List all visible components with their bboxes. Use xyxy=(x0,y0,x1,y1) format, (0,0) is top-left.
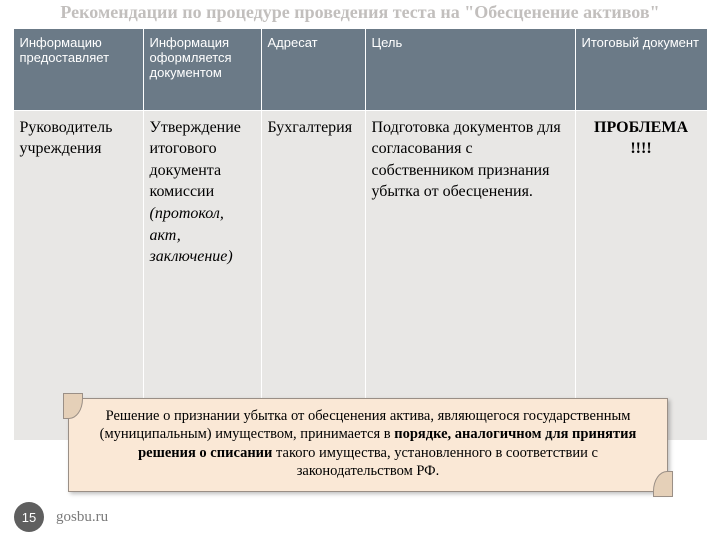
cell-provider: Руководитель учреждения xyxy=(13,110,143,440)
cell-purpose: Подготовка документов для согласования с… xyxy=(365,110,575,440)
problem-exclaim: !!!! xyxy=(582,138,701,160)
callout-text-post: такого имущества, установленного в соотв… xyxy=(272,445,598,480)
callout-scroll: Решение о признании убытка от обесценени… xyxy=(68,398,668,492)
cell-document-italic: (протокол, акт, заключение) xyxy=(150,205,233,265)
col-header-result: Итоговый документ xyxy=(575,28,707,110)
col-header-document: Информация оформляется документом xyxy=(143,28,261,110)
col-header-addressee: Адресат xyxy=(261,28,365,110)
table-header-row: Информацию предоставляет Информация офор… xyxy=(13,28,707,110)
site-label: gosbu.ru xyxy=(56,509,108,526)
col-header-provider: Информацию предоставляет xyxy=(13,28,143,110)
scroll-curl-icon xyxy=(653,471,673,497)
page-number-badge: 15 xyxy=(14,502,44,532)
cell-addressee: Бухгалтерия xyxy=(261,110,365,440)
cell-document: Утверждение итогового документа комиссии… xyxy=(143,110,261,440)
table-row: Руководитель учреждения Утверждение итог… xyxy=(13,110,707,440)
problem-word: ПРОБЛЕМА xyxy=(594,119,688,136)
slide-title: Рекомендации по процедуре проведения тес… xyxy=(0,0,720,28)
cell-result-problem: ПРОБЛЕМА !!!! xyxy=(575,110,707,440)
main-table: Информацию предоставляет Информация офор… xyxy=(13,28,708,441)
footer: 15 gosbu.ru xyxy=(0,502,720,532)
cell-document-main: Утверждение итогового документа комиссии xyxy=(150,119,241,201)
col-header-purpose: Цель xyxy=(365,28,575,110)
scroll-curl-icon xyxy=(63,393,83,419)
